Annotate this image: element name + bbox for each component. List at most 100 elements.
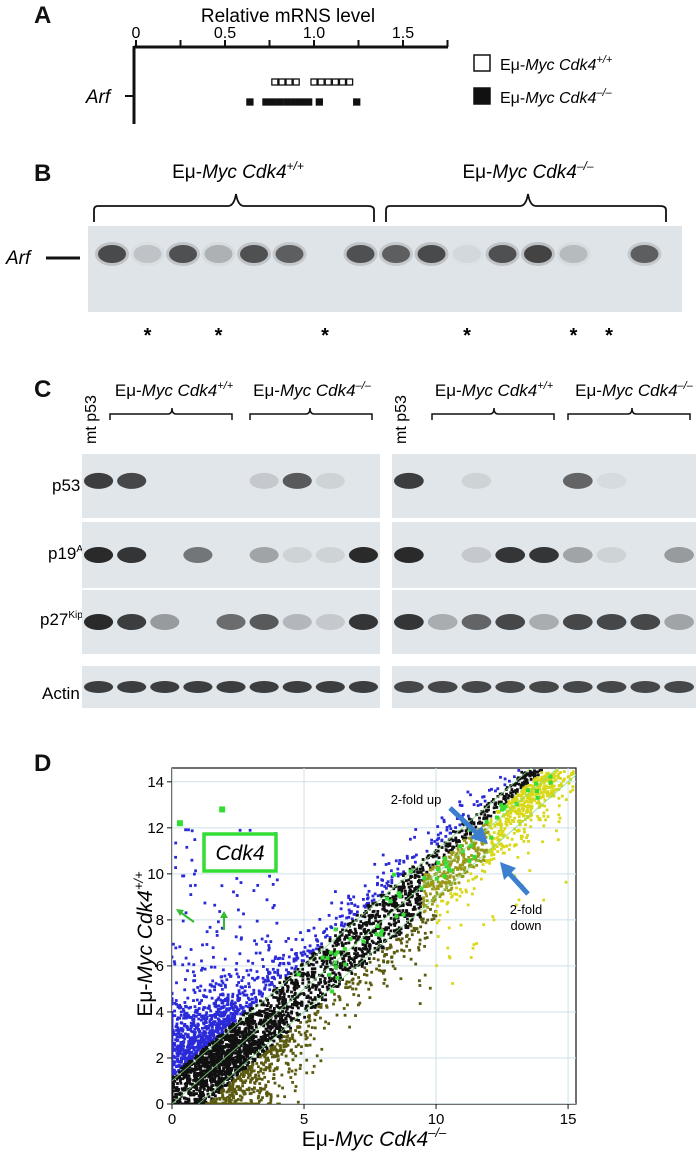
panel-d-point — [237, 1028, 240, 1032]
panel-d-point — [203, 1065, 207, 1069]
panel-d-point — [272, 1010, 275, 1014]
panel-d-point — [278, 994, 282, 998]
panel-d-point — [368, 960, 372, 964]
panel-d-point — [278, 1036, 282, 1040]
panel-d-point — [342, 949, 346, 953]
panel-c-left-band — [348, 547, 379, 563]
panel-b-bracket-wildtype — [93, 193, 375, 222]
panel-d-point — [253, 939, 256, 943]
panel-d-point — [254, 1025, 258, 1029]
panel-d-point — [172, 1042, 174, 1046]
panel-d-point — [436, 880, 440, 884]
panel-d-point — [216, 1008, 220, 1011]
panel-d-point — [476, 847, 480, 851]
panel-d-point — [437, 837, 440, 840]
panel-d-point — [387, 862, 391, 865]
panel-d-point — [266, 1016, 270, 1020]
panel-c-right-band — [461, 547, 492, 563]
panel-d-point — [227, 973, 231, 976]
panel-d-point — [355, 931, 358, 935]
panel-d-point — [315, 1054, 319, 1058]
panel-d-point — [459, 864, 462, 867]
panel-d-point — [324, 935, 327, 939]
legend-swatch-knockout — [473, 87, 491, 105]
panel-d-point — [355, 938, 358, 942]
panel-d-point — [383, 938, 387, 942]
panel-d-point — [390, 956, 393, 959]
panel-d-point — [381, 890, 384, 894]
panel-d-point — [262, 980, 265, 984]
panel-a-point-knockout — [290, 98, 299, 106]
panel-d-point — [455, 852, 459, 855]
panel-d-point — [178, 1099, 181, 1103]
panel-d-point — [205, 943, 209, 946]
panel-d-point — [211, 1040, 215, 1044]
panel-d-point — [379, 893, 383, 897]
panel-d-point — [175, 1089, 179, 1092]
panel-d-point — [183, 1057, 187, 1061]
panel-d-point — [418, 895, 422, 899]
panel-d-point — [405, 940, 409, 944]
panel-d-point — [400, 948, 403, 952]
panel-d-point — [529, 771, 532, 775]
panel-d-point — [399, 927, 403, 931]
panel-d-point — [235, 1085, 239, 1088]
panel-d-point — [334, 890, 337, 893]
panel-d-point — [421, 917, 425, 921]
panel-d-point — [261, 1096, 264, 1099]
panel-d-point — [517, 782, 521, 786]
panel-d-point — [229, 1033, 233, 1037]
panel-d-point — [227, 1071, 231, 1074]
panel-d-point — [389, 943, 392, 947]
panel-d-point — [208, 1052, 211, 1056]
panel-d-point — [524, 780, 528, 784]
panel-d-point — [296, 956, 300, 960]
panel-d-point — [198, 1054, 201, 1058]
panel-d-point — [198, 1002, 201, 1005]
panel-c-control-right: mt p53 — [393, 395, 410, 444]
panel-d-point — [250, 1038, 254, 1041]
panel-d-point — [183, 1023, 187, 1026]
panel-d-point — [264, 1027, 268, 1031]
panel-d-point — [431, 882, 434, 886]
panel-d-point — [189, 1071, 193, 1074]
panel-d-point — [201, 1026, 204, 1030]
panel-c-right-band — [394, 472, 424, 489]
panel-d-point — [487, 805, 490, 808]
panel-d-point — [191, 1023, 195, 1027]
panel-d-point — [238, 1067, 241, 1071]
panel-d-point — [371, 910, 375, 914]
panel-d-point — [172, 1049, 174, 1052]
panel-d-point — [202, 1056, 206, 1060]
panel-d-point — [322, 952, 326, 956]
panel-d-point — [205, 1102, 208, 1104]
panel-d-point — [243, 1041, 246, 1045]
panel-d-point — [418, 867, 422, 871]
panel-d-point — [230, 1006, 233, 1010]
panel-d-point — [245, 1088, 249, 1091]
panel-d-point — [231, 1089, 235, 1092]
panel-d-point — [173, 1002, 177, 1005]
panel-d-point — [247, 996, 250, 1000]
panel-d-point — [415, 874, 419, 878]
panel-d-point — [284, 940, 288, 943]
panel-d-point — [483, 813, 487, 817]
panel-d-point — [382, 960, 386, 964]
panel-a-point-wildtype — [285, 78, 293, 86]
panel-d-point — [268, 1069, 272, 1073]
panel-d-point — [323, 955, 327, 959]
panel-d-point — [376, 894, 380, 898]
panel-d-point — [274, 996, 278, 999]
panel-d-point — [376, 948, 380, 952]
panel-d-point — [278, 976, 282, 979]
panel-d-point — [304, 972, 308, 976]
panel-d-point — [186, 969, 189, 973]
panel-d-point — [234, 935, 238, 939]
panel-d-point — [301, 938, 304, 942]
panel-d-point — [333, 941, 337, 945]
panel-d-point — [484, 835, 488, 839]
panel-d-point — [259, 1069, 262, 1073]
panel-d-point — [191, 1018, 195, 1021]
panel-d-point — [392, 898, 396, 902]
panel-d-point — [238, 1094, 242, 1098]
